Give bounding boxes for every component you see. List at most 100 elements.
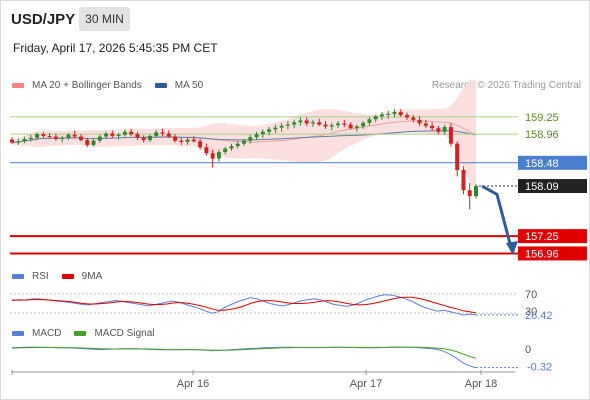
research-credit: Research © 2026 Trading Central — [431, 80, 581, 91]
candle-body — [216, 152, 221, 159]
legend-item-ma20-bollinger: MA 20 + Bollinger Bands — [12, 80, 142, 91]
candle-body — [47, 135, 52, 137]
candle-body — [248, 137, 253, 141]
chart-datetime: Friday, April 17, 2026 5:45:35 PM CET — [13, 41, 218, 55]
candle-body — [110, 133, 115, 136]
x-tick-label: Apr 17 — [350, 378, 382, 390]
candle-body — [223, 148, 228, 153]
rsi-series-9ma — [12, 296, 477, 314]
candle-body — [135, 134, 140, 138]
rsi-legend: RSI 9MA — [12, 271, 115, 282]
candle-body — [10, 139, 14, 143]
candle-body — [160, 132, 165, 134]
candle-body — [147, 135, 152, 141]
candle-body — [129, 131, 134, 135]
legend-label-rsi: RSI — [32, 271, 49, 282]
candle-body — [173, 136, 178, 141]
candle-body — [386, 113, 391, 115]
legend-swatch-macd-signal — [74, 331, 87, 336]
candle-body — [85, 140, 90, 145]
candle-body — [97, 136, 102, 141]
level-label-156-96: 156.96 — [525, 248, 559, 260]
candle-body — [122, 131, 127, 135]
rsi-series-rsi — [11, 294, 477, 316]
candle-body — [442, 127, 447, 132]
legend-item-macd: MACD — [12, 328, 61, 339]
candle-body — [455, 143, 460, 170]
candle-body — [430, 125, 435, 129]
legend-swatch-macd — [12, 331, 24, 336]
candle-body — [379, 114, 384, 117]
candle-body — [254, 134, 259, 138]
candle-body — [417, 119, 422, 124]
legend-label-ma50: MA 50 — [174, 80, 204, 91]
candle-body — [235, 143, 240, 147]
candle-body — [411, 117, 416, 120]
candle-body — [279, 125, 284, 128]
candle-body — [191, 139, 196, 142]
candle-body — [267, 129, 272, 132]
rsi-level-label-70: 70 — [525, 289, 537, 301]
candle-body — [72, 134, 77, 137]
candle-body — [41, 134, 46, 136]
candle-body — [260, 131, 265, 135]
candle-body — [361, 122, 366, 127]
candle-body — [22, 138, 27, 142]
rsi-last-value: 26.42 — [525, 310, 553, 322]
legend-swatch-9ma — [61, 274, 74, 279]
candle-body — [179, 140, 184, 142]
candle-body — [204, 147, 209, 154]
candle-body — [474, 186, 478, 197]
candle-body — [16, 141, 21, 143]
candle-body — [310, 122, 315, 124]
candle-body — [354, 126, 359, 129]
candle-body — [348, 124, 353, 129]
candle-body — [405, 115, 410, 118]
macd-zero-label: 0 — [525, 344, 531, 356]
candle-body — [336, 123, 341, 126]
macd-last-value: -0.32 — [527, 362, 552, 374]
price-legend: MA 20 + Bollinger Bands MA 50 — [12, 80, 216, 91]
candle-body — [210, 153, 215, 159]
level-tag-158-48 — [518, 155, 587, 170]
legend-swatch-ma50 — [154, 83, 167, 88]
candle-body — [329, 125, 334, 127]
x-tick-label: Apr 16 — [177, 378, 209, 390]
legend-item-macd-signal: MACD Signal — [74, 328, 154, 339]
legend-item-ma50: MA 50 — [154, 80, 204, 91]
candle-body — [229, 146, 234, 149]
candle-body — [273, 127, 278, 130]
candle-body — [166, 133, 171, 137]
candle-body — [60, 137, 65, 139]
candle-body — [323, 124, 328, 127]
legend-swatch-rsi — [12, 274, 24, 279]
timeframe-button[interactable]: 30 MIN — [79, 7, 130, 31]
candle-body — [91, 140, 96, 145]
candle-body — [367, 119, 372, 123]
level-tag-156-96 — [518, 246, 587, 261]
candle-body — [35, 134, 40, 138]
legend-label-macd-signal: MACD Signal — [94, 328, 155, 339]
legend-label-9ma: 9MA — [81, 271, 103, 282]
candle-body — [373, 116, 378, 120]
candle-body — [198, 141, 203, 148]
candle-body — [423, 123, 428, 126]
x-tick-label: Apr 18 — [465, 378, 497, 390]
candle-body — [116, 134, 121, 136]
candle-body — [53, 136, 58, 139]
level-label-158-96: 158.96 — [525, 129, 559, 141]
level-label-158-48: 158.48 — [525, 158, 559, 170]
candle-body — [141, 137, 146, 141]
candle-body — [467, 190, 472, 197]
level-label-159-25: 159.25 — [525, 112, 559, 124]
legend-label-macd: MACD — [32, 328, 62, 339]
candle-body — [392, 112, 397, 114]
candle-body — [154, 132, 159, 136]
candle-body — [292, 122, 297, 125]
level-tag-157-25 — [518, 229, 587, 244]
candle-body — [304, 120, 309, 124]
candle-body — [436, 128, 441, 132]
candle-body — [448, 127, 453, 144]
macd-legend: MACD MACD Signal — [12, 328, 167, 339]
